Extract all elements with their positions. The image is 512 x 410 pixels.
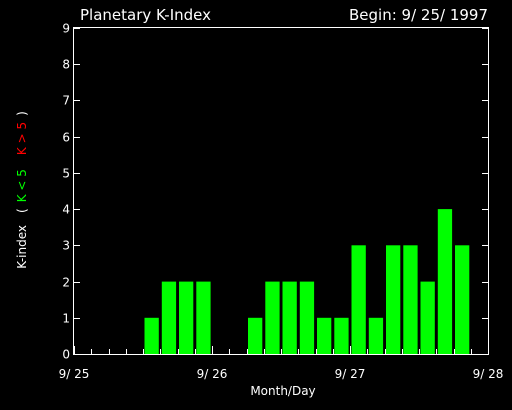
- chart-title: Planetary K-Index: [80, 6, 211, 24]
- y-tick-label: 2: [62, 276, 70, 290]
- y-tick-label: 7: [62, 94, 70, 108]
- kindex-bar: [317, 317, 332, 354]
- kindex-bar: [265, 281, 280, 354]
- svg-text:K-index(K < 5K > 5): K-index ( K < 5 K > 5): [15, 111, 29, 269]
- kindex-bar: [437, 209, 453, 354]
- kindex-bar: [282, 281, 297, 354]
- y-tick-label: 0: [62, 348, 70, 362]
- y-axis-label-low: K < 5: [15, 169, 29, 202]
- kindex-bar: [420, 281, 435, 354]
- y-tick-label: 5: [62, 167, 70, 181]
- x-tick-label: 9/ 25: [59, 367, 90, 381]
- kindex-bar: [144, 317, 159, 354]
- y-axis-label: K-index ( K < 5 K > 5): [15, 111, 29, 269]
- x-tick-label: 9/ 27: [335, 367, 366, 381]
- bar-series: [144, 209, 470, 354]
- kindex-bar: [299, 281, 315, 354]
- kindex-bar: [368, 317, 384, 354]
- kindex-bar: [455, 245, 470, 354]
- x-tick-label: 9/ 28: [473, 367, 504, 381]
- y-axis-label-open: (: [15, 208, 29, 213]
- plot-frame: [73, 27, 489, 355]
- x-axis-label: Month/Day: [250, 384, 315, 398]
- y-tick-label: 3: [62, 239, 70, 253]
- kindex-bar: [403, 245, 418, 354]
- y-tick-label: 6: [62, 131, 70, 145]
- y-axis-label-prefix: K-index: [15, 225, 29, 269]
- kindex-bar: [334, 317, 349, 354]
- y-tick-label: 4: [62, 203, 70, 217]
- kindex-bar: [248, 317, 263, 354]
- y-tick-label: 8: [62, 58, 70, 72]
- kindex-bar: [179, 281, 194, 354]
- y-axis-label-high: K > 5: [15, 122, 29, 155]
- chart-begin-date: Begin: 9/ 25/ 1997: [349, 6, 488, 24]
- y-tick-label: 9: [62, 22, 70, 36]
- kindex-bar: [386, 245, 401, 354]
- y-axis: 0 1 2 3 4 5 6 7 8 9: [62, 22, 488, 362]
- x-axis: 9/ 25 9/ 26 9/ 27 9/ 28: [59, 346, 504, 381]
- x-tick-label: 9/ 26: [197, 367, 228, 381]
- y-tick-label: 1: [62, 312, 70, 326]
- kindex-bar: [196, 281, 211, 354]
- y-axis-label-close: ): [15, 111, 29, 116]
- kindex-bar: [351, 245, 366, 354]
- kindex-bar: [161, 281, 177, 354]
